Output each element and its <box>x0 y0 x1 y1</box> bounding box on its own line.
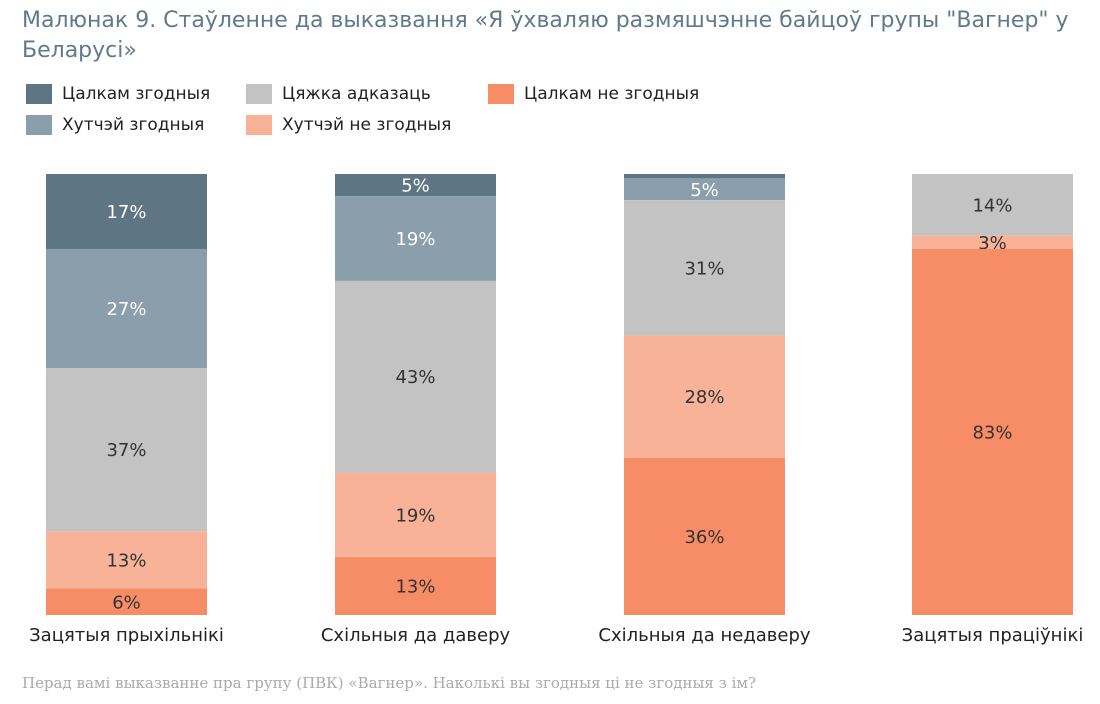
legend-swatch <box>26 115 52 135</box>
data-label: 13% <box>395 577 435 598</box>
data-label: 5% <box>401 176 430 197</box>
data-label: 6% <box>112 592 141 613</box>
category-label: Зацятыя прыхільнікі <box>29 625 224 646</box>
bar-segment <box>46 588 207 615</box>
chart-title: Малюнак 9. Стаўленне да выказвання «Я ўх… <box>22 8 1069 63</box>
legend-item-rather-agree: Хутчэй згодныя <box>26 115 204 135</box>
data-label: 19% <box>395 505 435 526</box>
legend-item-fully-agree: Цалкам згодныя <box>26 84 210 104</box>
data-label: 3% <box>978 233 1007 254</box>
legend: Цалкам згодныя Хутчэй згодныя Цяжка адка… <box>26 84 786 144</box>
legend-swatch <box>246 115 272 135</box>
data-label: 37% <box>106 440 146 461</box>
data-label: 5% <box>690 180 719 201</box>
bar-segment <box>335 196 496 281</box>
data-label: 19% <box>395 229 435 250</box>
stacked-bar-chart: 17% 27% 37% 13% 6% Зацятыя прыхільнікі 5% 19% 43… <box>29 174 1084 646</box>
data-label: 36% <box>684 527 724 548</box>
legend-swatch <box>26 84 52 104</box>
bar-segment <box>335 174 496 197</box>
legend-item-rather-disagree: Хутчэй не згодныя <box>246 115 451 135</box>
bar-segment <box>46 531 207 589</box>
bar-segment <box>335 280 496 473</box>
bar-segment <box>912 174 1073 236</box>
legend-label: Цалкам не згодныя <box>524 84 700 104</box>
bar-segment <box>624 457 785 615</box>
bar-segment <box>46 248 207 369</box>
bar-segment <box>624 200 785 336</box>
bar-segment <box>46 174 207 249</box>
data-label: 83% <box>972 422 1012 443</box>
bar-segment <box>335 472 496 558</box>
legend-swatch <box>488 84 514 104</box>
data-label: 28% <box>684 387 724 408</box>
bar-segment <box>335 557 496 615</box>
data-label: 17% <box>106 202 146 223</box>
data-label: 43% <box>395 367 435 388</box>
legend-item-hard-to-say: Цяжка адказаць <box>246 84 431 104</box>
legend-label: Цяжка адказаць <box>282 84 431 104</box>
bar-segment <box>912 235 1073 249</box>
bar-segment <box>624 174 785 179</box>
data-label: 31% <box>684 258 724 279</box>
data-label: 14% <box>972 195 1012 216</box>
legend-swatch <box>246 84 272 104</box>
data-label: 27% <box>106 299 146 320</box>
bar-segment <box>624 178 785 201</box>
legend-label: Хутчэй не згодныя <box>282 115 452 135</box>
legend-label: Хутчэй згодныя <box>62 115 205 135</box>
category-label: Схільныя да даверу <box>321 625 511 646</box>
bar-segment <box>624 335 785 458</box>
data-label: 13% <box>106 550 146 571</box>
legend-label: Цалкам згодныя <box>62 84 211 104</box>
category-label: Зацятыя праціўнікі <box>902 625 1084 646</box>
category-label: Схільныя да недаверу <box>598 625 810 646</box>
bar-segment <box>46 368 207 532</box>
legend-item-fully-disagree: Цалкам не згодныя <box>488 84 699 104</box>
bar-segment <box>912 248 1073 615</box>
survey-question-note: Перад вамі выказванне пра групу (ПВК) «В… <box>22 674 757 692</box>
